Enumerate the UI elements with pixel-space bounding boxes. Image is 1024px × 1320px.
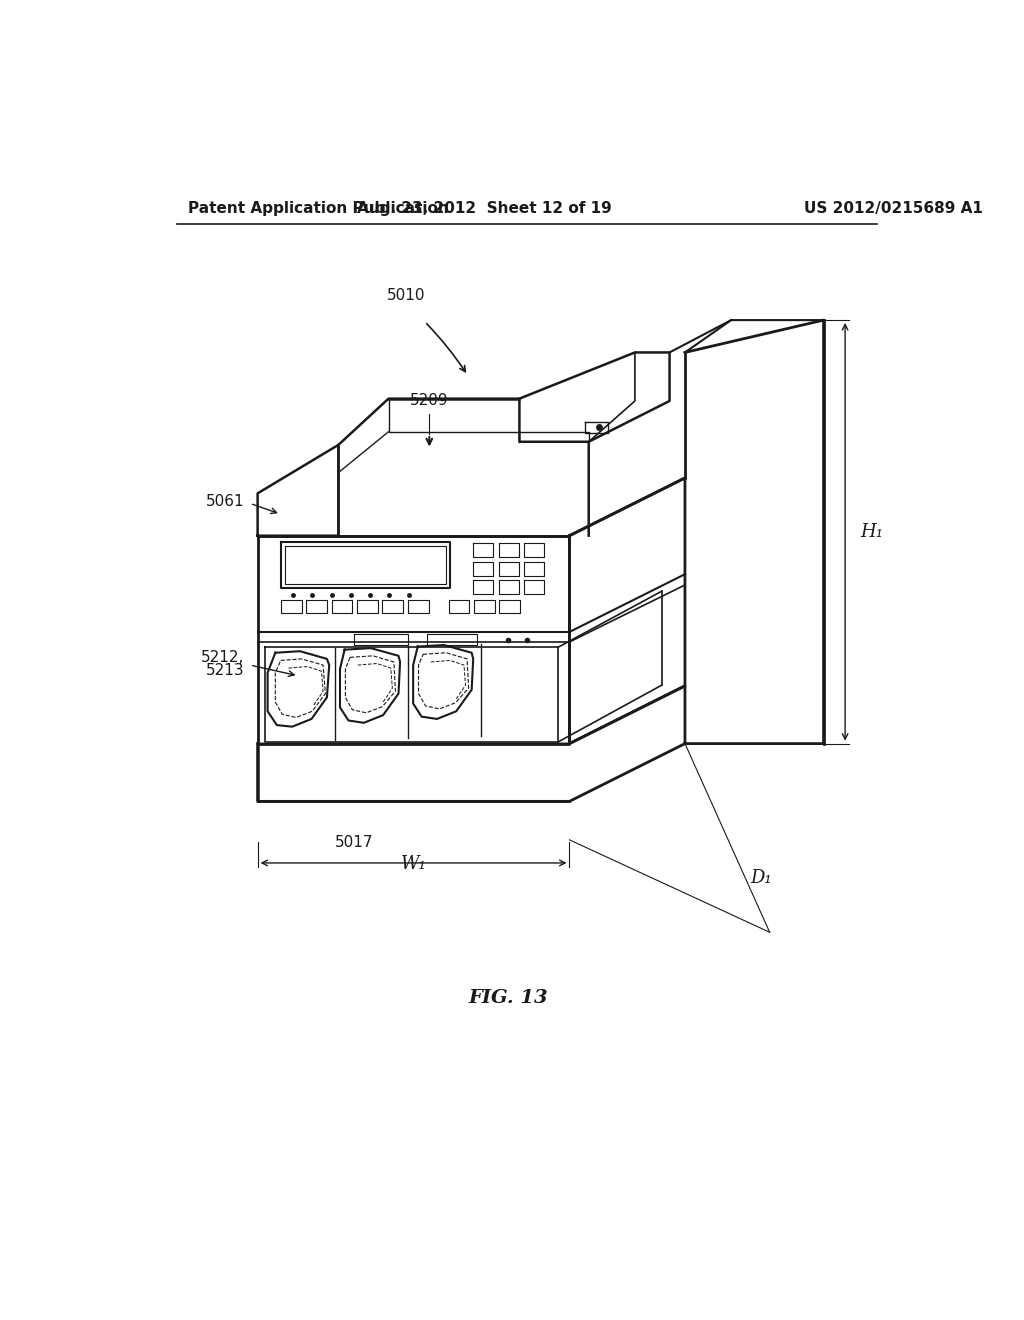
Text: Aug. 23, 2012  Sheet 12 of 19: Aug. 23, 2012 Sheet 12 of 19 bbox=[357, 201, 612, 216]
Text: 5061: 5061 bbox=[206, 494, 245, 508]
Text: US 2012/0215689 A1: US 2012/0215689 A1 bbox=[804, 201, 983, 216]
Text: Patent Application Publication: Patent Application Publication bbox=[188, 201, 450, 216]
Text: 5209: 5209 bbox=[410, 393, 449, 408]
Text: W₁: W₁ bbox=[401, 855, 427, 874]
Text: 5017: 5017 bbox=[335, 836, 373, 850]
Text: FIG. 13: FIG. 13 bbox=[468, 989, 548, 1007]
Text: D₁: D₁ bbox=[751, 870, 772, 887]
Text: 5213: 5213 bbox=[206, 663, 245, 678]
Text: H₁: H₁ bbox=[860, 523, 884, 541]
Text: 5010: 5010 bbox=[387, 288, 425, 304]
Text: 5212,: 5212, bbox=[201, 649, 245, 665]
